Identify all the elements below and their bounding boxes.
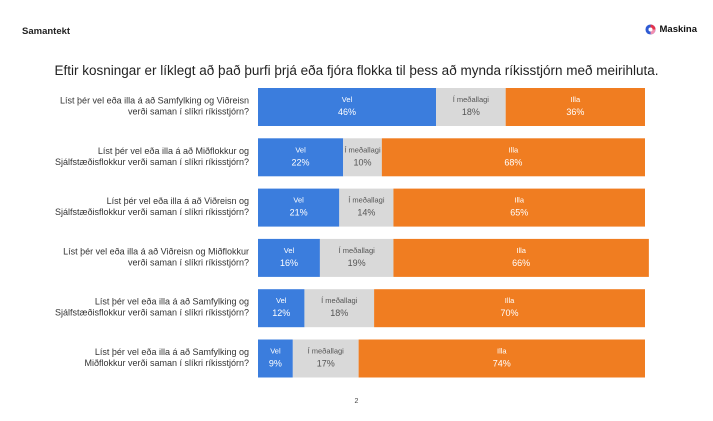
segment-series-label: Vel — [270, 347, 281, 356]
category-label-line: Miðflokkur verði saman í slíkri ríkisstj… — [84, 358, 249, 368]
page-number: 2 — [354, 398, 359, 405]
bar-row: Líst þér vel eða illa á að Viðreisn og M… — [63, 238, 649, 277]
bar-segment-illa — [393, 188, 645, 227]
segment-value-label: 70% — [501, 308, 519, 318]
bar-segment--me-allagi — [292, 339, 359, 378]
segment-series-label: Illa — [509, 145, 519, 154]
segment-value-label: 18% — [462, 107, 480, 117]
segment-series-label: Illa — [571, 95, 581, 104]
bar-segment-vel — [258, 238, 320, 277]
maskina-logo-icon — [644, 24, 656, 35]
segment-value-label: 10% — [353, 157, 371, 167]
category-label-line: Líst þér vel eða illa á að Viðreisn og — [107, 196, 249, 206]
category-label-line: Sjálfstæðisflokkur verði saman í slíkri … — [55, 207, 249, 217]
segment-series-label: Illa — [505, 296, 515, 305]
bar-row: Líst þér vel eða illa á að Samfylking og… — [60, 88, 645, 126]
segment-value-label: 12% — [272, 308, 290, 318]
segment-series-label: Illa — [516, 246, 526, 255]
bar-segment-vel — [258, 138, 344, 177]
bar-segment--me-allagi — [436, 88, 506, 126]
bar-segment--me-allagi — [304, 289, 375, 328]
bar-segment-illa — [381, 138, 645, 177]
bar-segment-illa — [374, 289, 645, 328]
segment-series-label: Vel — [295, 145, 306, 154]
segment-value-label: 19% — [348, 258, 366, 268]
segment-value-label: 46% — [338, 107, 356, 117]
bar-segment-vel — [258, 88, 437, 126]
segment-value-label: 66% — [512, 258, 530, 268]
segment-series-label: Vel — [276, 296, 287, 305]
bar-segment-vel — [258, 188, 340, 227]
bar-segment--me-allagi — [343, 138, 382, 177]
bar-row: Líst þér vel eða illa á að Viðreisn og Sj… — [55, 188, 645, 227]
segment-series-label: Vel — [342, 95, 353, 104]
category-label-line: Líst þér vel eða illa á að Miðflokkur og — [98, 146, 249, 156]
category-label: Líst þér vel eða illa á að Samfylking og… — [84, 347, 249, 368]
segment-series-label: Í meðallagi — [453, 95, 490, 104]
category-label-line: Sjálfstæðisflokkur verði saman í slíkri … — [55, 308, 249, 318]
segment-value-label: 9% — [269, 359, 282, 369]
category-label-line: Líst þér vel eða illa á að Samfylking og — [95, 347, 249, 357]
segment-series-label: Illa — [514, 196, 524, 205]
segment-value-label: 22% — [292, 157, 310, 167]
segment-value-label: 14% — [357, 208, 375, 218]
bar-segment-illa — [393, 238, 649, 277]
category-label: Líst þér vel eða illa á að Viðreisn og Sj… — [55, 196, 249, 217]
category-label-line: verði saman í slíkri ríkisstjórn? — [128, 257, 249, 267]
segment-series-label: Í meðallagi — [321, 296, 358, 305]
segment-value-label: 68% — [504, 157, 522, 167]
bar-row: Líst þér vel eða illa á að Samfylking og… — [55, 289, 645, 328]
category-label-line: Líst þér vel eða illa á að Samfylking og — [95, 297, 249, 307]
segment-series-label: Illa — [497, 347, 507, 356]
bar-segment--me-allagi — [319, 238, 394, 277]
bar-segment-vel — [258, 289, 305, 328]
category-label-line: Líst þér vel eða illa á að Viðreisn og M… — [63, 246, 249, 256]
bar-row: Líst þér vel eða illa á að Miðflokkur og… — [55, 138, 645, 177]
bar-row: Líst þér vel eða illa á að Samfylking og… — [84, 339, 645, 378]
brand-name: Maskina — [659, 24, 698, 35]
brand-logo: Maskina — [644, 24, 698, 35]
bar-segment-vel — [258, 339, 293, 378]
segment-series-label: Vel — [284, 246, 295, 255]
section-label: Samantekt — [22, 26, 71, 37]
segment-series-label: Vel — [293, 196, 304, 205]
category-label: Líst þér vel eða illa á að Viðreisn og M… — [63, 246, 249, 267]
category-label-line: Líst þér vel eða illa á að Samfylking og… — [60, 96, 249, 106]
segment-value-label: 17% — [317, 359, 335, 369]
segment-value-label: 21% — [290, 208, 308, 218]
segment-value-label: 16% — [280, 258, 298, 268]
segment-series-label: Í meðallagi — [344, 145, 381, 154]
category-label: Líst þér vel eða illa á að Miðflokkur og… — [55, 146, 249, 167]
segment-series-label: Í meðallagi — [339, 246, 376, 255]
segment-series-label: Í meðallagi — [308, 347, 345, 356]
segment-series-label: Í meðallagi — [348, 196, 385, 205]
category-label-line: verði saman í slíkri ríkisstjórn? — [128, 107, 249, 117]
segment-value-label: 36% — [566, 107, 584, 117]
bar-segment-illa — [358, 339, 645, 378]
segment-value-label: 74% — [493, 359, 511, 369]
chart-headline: Eftir kosningar er líklegt að það þurfi … — [54, 63, 659, 78]
category-label: Líst þér vel eða illa á að Samfylking og… — [60, 96, 249, 117]
segment-value-label: 18% — [330, 308, 348, 318]
segment-value-label: 65% — [510, 208, 528, 218]
category-label: Líst þér vel eða illa á að Samfylking og… — [55, 297, 249, 318]
bar-segment--me-allagi — [339, 188, 394, 227]
bar-segment-illa — [505, 88, 645, 126]
category-label-line: Sjálfstæðisflokkur verði saman í slíkri … — [55, 157, 249, 167]
